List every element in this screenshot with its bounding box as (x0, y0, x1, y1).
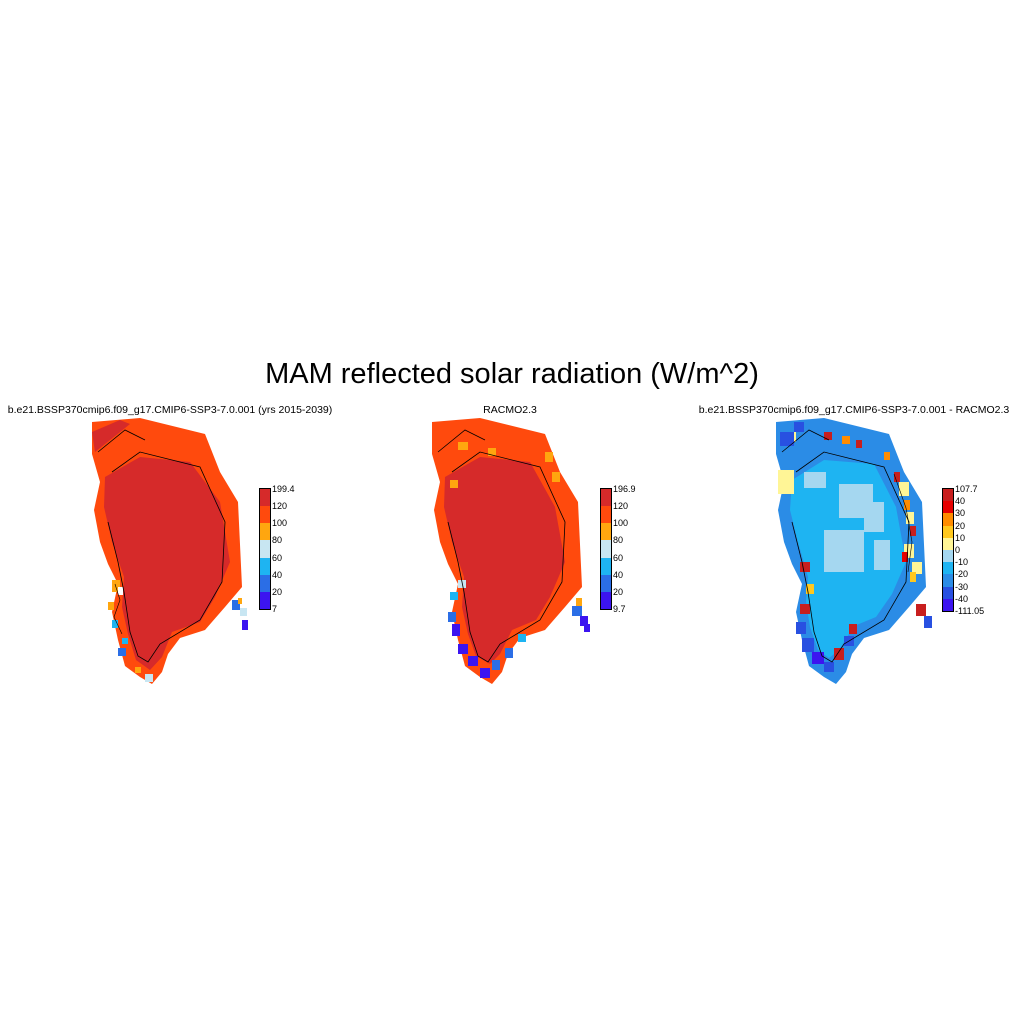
colorbar-label: 0 (955, 545, 961, 555)
panel-difference: b.e21.BSSP370cmip6.f09_g17.CMIP6-SSP3-7.… (684, 404, 1024, 694)
colorbar-swatch (601, 574, 611, 592)
colorbar-swatch (260, 557, 270, 575)
colorbar-swatch (601, 523, 611, 541)
colorbar-swatch (601, 591, 611, 609)
colorbar-swatches (942, 488, 954, 612)
colorbar-label: 199.4 (272, 484, 295, 494)
colorbar-swatch (260, 591, 270, 609)
colorbar-swatch (943, 586, 953, 599)
colorbar-label: 20 (955, 520, 966, 531)
colorbar-swatch (601, 489, 611, 507)
colorbar-label: 107.7 (955, 484, 978, 494)
greenland-map (92, 418, 248, 684)
colorbar-swatch (260, 523, 270, 541)
colorbar-label: 40 (613, 569, 624, 580)
colorbar: 196.9 120 100 80 60 40 20 9.7 (600, 484, 650, 624)
panel-model: b.e21.BSSP370cmip6.f09_g17.CMIP6-SSP3-7.… (0, 404, 340, 694)
colorbar-swatch (943, 525, 953, 538)
colorbar-label: 100 (613, 518, 629, 529)
colorbar-label: 20 (272, 586, 283, 597)
colorbar-swatch (260, 540, 270, 558)
colorbar-swatches (259, 488, 271, 610)
colorbar-label: -111.05 (955, 606, 985, 616)
colorbar-swatch (260, 574, 270, 592)
panel-title: b.e21.BSSP370cmip6.f09_g17.CMIP6-SSP3-7.… (7, 404, 333, 416)
colorbar-label: 80 (272, 535, 283, 546)
colorbar-swatch (601, 540, 611, 558)
colorbar-label: 196.9 (613, 484, 636, 494)
colorbar-label: -30 (955, 581, 969, 592)
panel-title: RACMO2.3 (483, 404, 537, 416)
colorbar-swatch (943, 562, 953, 575)
colorbar-label: 80 (613, 535, 624, 546)
colorbar-swatch (943, 489, 953, 502)
figure-title: MAM reflected solar radiation (W/m^2) (265, 358, 759, 390)
colorbar-swatch (943, 549, 953, 563)
colorbar-label: 40 (272, 569, 283, 580)
colorbar-swatch (943, 501, 953, 514)
greenland-map (432, 418, 590, 684)
colorbar-label: 10 (955, 532, 966, 543)
colorbar-swatch (943, 598, 953, 611)
colorbar-label: 60 (613, 552, 624, 563)
colorbar-label: -40 (955, 593, 969, 604)
colorbar-label: 120 (272, 501, 288, 512)
colorbar-label: 120 (613, 501, 629, 512)
colorbar-swatch (601, 506, 611, 524)
colorbar-swatch (260, 489, 270, 507)
colorbar-swatch (943, 513, 953, 526)
colorbar-label: 20 (613, 586, 624, 597)
colorbar-swatch (260, 506, 270, 524)
panel-title: b.e21.BSSP370cmip6.f09_g17.CMIP6-SSP3-7.… (698, 404, 1010, 416)
colorbar-swatches (600, 488, 612, 610)
colorbar-swatch (943, 574, 953, 587)
colorbar-label: -10 (955, 557, 969, 568)
colorbar-swatch (943, 537, 953, 550)
colorbar-label: 9.7 (613, 604, 626, 614)
colorbar-label: 40 (955, 496, 966, 507)
colorbar: 107.7 40 30 20 10 0 -10 -20 -30 -40 -111.05 (942, 484, 992, 624)
colorbar: 199.4 120 100 80 60 40 20 7 (259, 484, 309, 624)
panel-racmo: RACMO2.3 196. (340, 404, 680, 694)
colorbar-label: 100 (272, 518, 288, 529)
colorbar-label: 7 (272, 604, 278, 614)
greenland-map (776, 418, 932, 684)
colorbar-label: 30 (955, 508, 966, 519)
colorbar-label: -20 (955, 569, 969, 580)
colorbar-label: 60 (272, 552, 283, 563)
colorbar-swatch (601, 557, 611, 575)
